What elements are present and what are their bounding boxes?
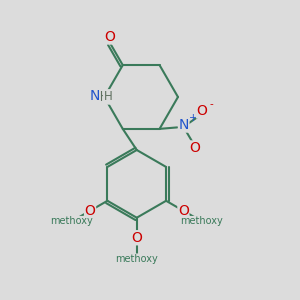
Text: H: H [103,90,112,103]
Text: O: O [131,231,142,245]
Text: N: N [178,118,189,132]
Text: O: O [104,30,115,44]
Text: +: + [189,113,197,123]
Text: O: O [196,104,207,118]
Text: methoxy: methoxy [50,216,93,226]
Text: O: O [190,141,200,155]
Text: -: - [209,99,213,109]
Text: N: N [90,89,100,103]
Text: O: O [85,204,95,218]
Text: methoxy: methoxy [116,254,158,264]
Text: NH: NH [90,90,110,104]
Text: methoxy: methoxy [180,216,223,226]
Text: O: O [178,204,189,218]
